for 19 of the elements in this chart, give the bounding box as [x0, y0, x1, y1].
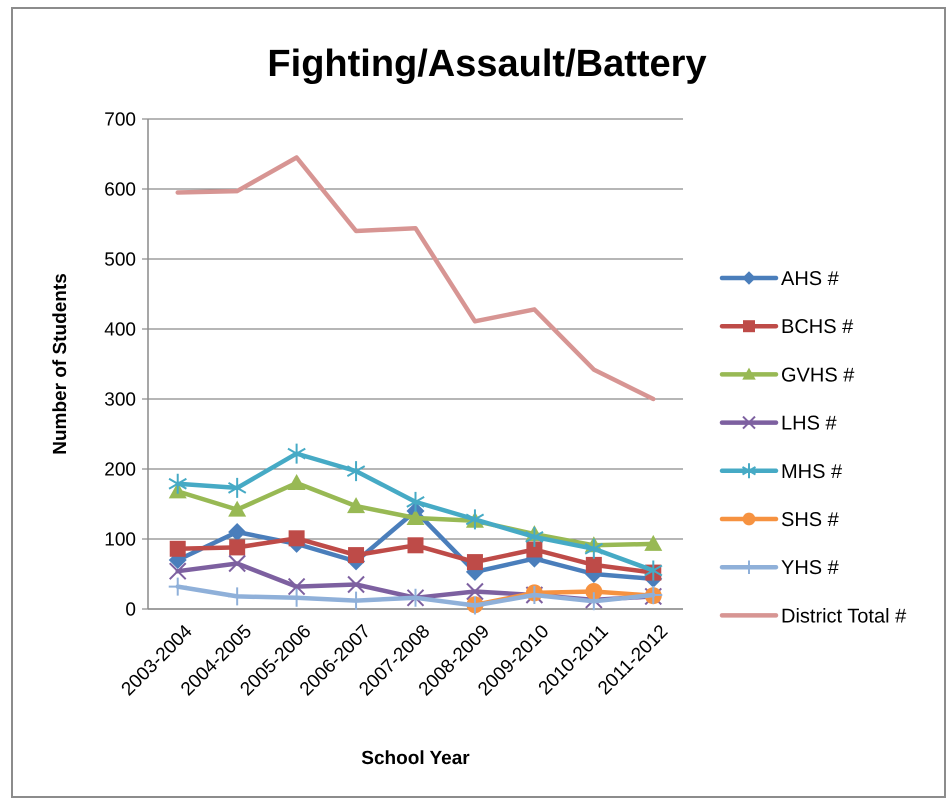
y-tick-label: 500: [104, 250, 136, 271]
legend-label: LHS #: [781, 412, 838, 435]
y-tick-label: 100: [104, 530, 136, 551]
legend-label: SHS #: [781, 509, 840, 531]
chart-title: Fighting/Assault/Battery: [267, 43, 707, 85]
y-tick-label: 200: [104, 460, 136, 481]
y-tick-label: 0: [125, 600, 136, 621]
legend-label: AHS #: [781, 268, 840, 290]
legend-label: GVHS #: [781, 364, 856, 386]
x-axis-title: School Year: [361, 748, 470, 769]
legend-label: District Total #: [781, 605, 908, 628]
y-tick-label: 300: [104, 390, 136, 411]
y-axis-title: Number of Students: [50, 273, 71, 455]
y-tick-label: 400: [104, 320, 136, 341]
legend-label: BCHS #: [781, 316, 854, 338]
y-tick-label: 600: [104, 180, 136, 201]
y-tick-label: 700: [104, 110, 136, 131]
legend-label: YHS #: [781, 557, 840, 580]
legend-label: MHS #: [781, 460, 843, 483]
